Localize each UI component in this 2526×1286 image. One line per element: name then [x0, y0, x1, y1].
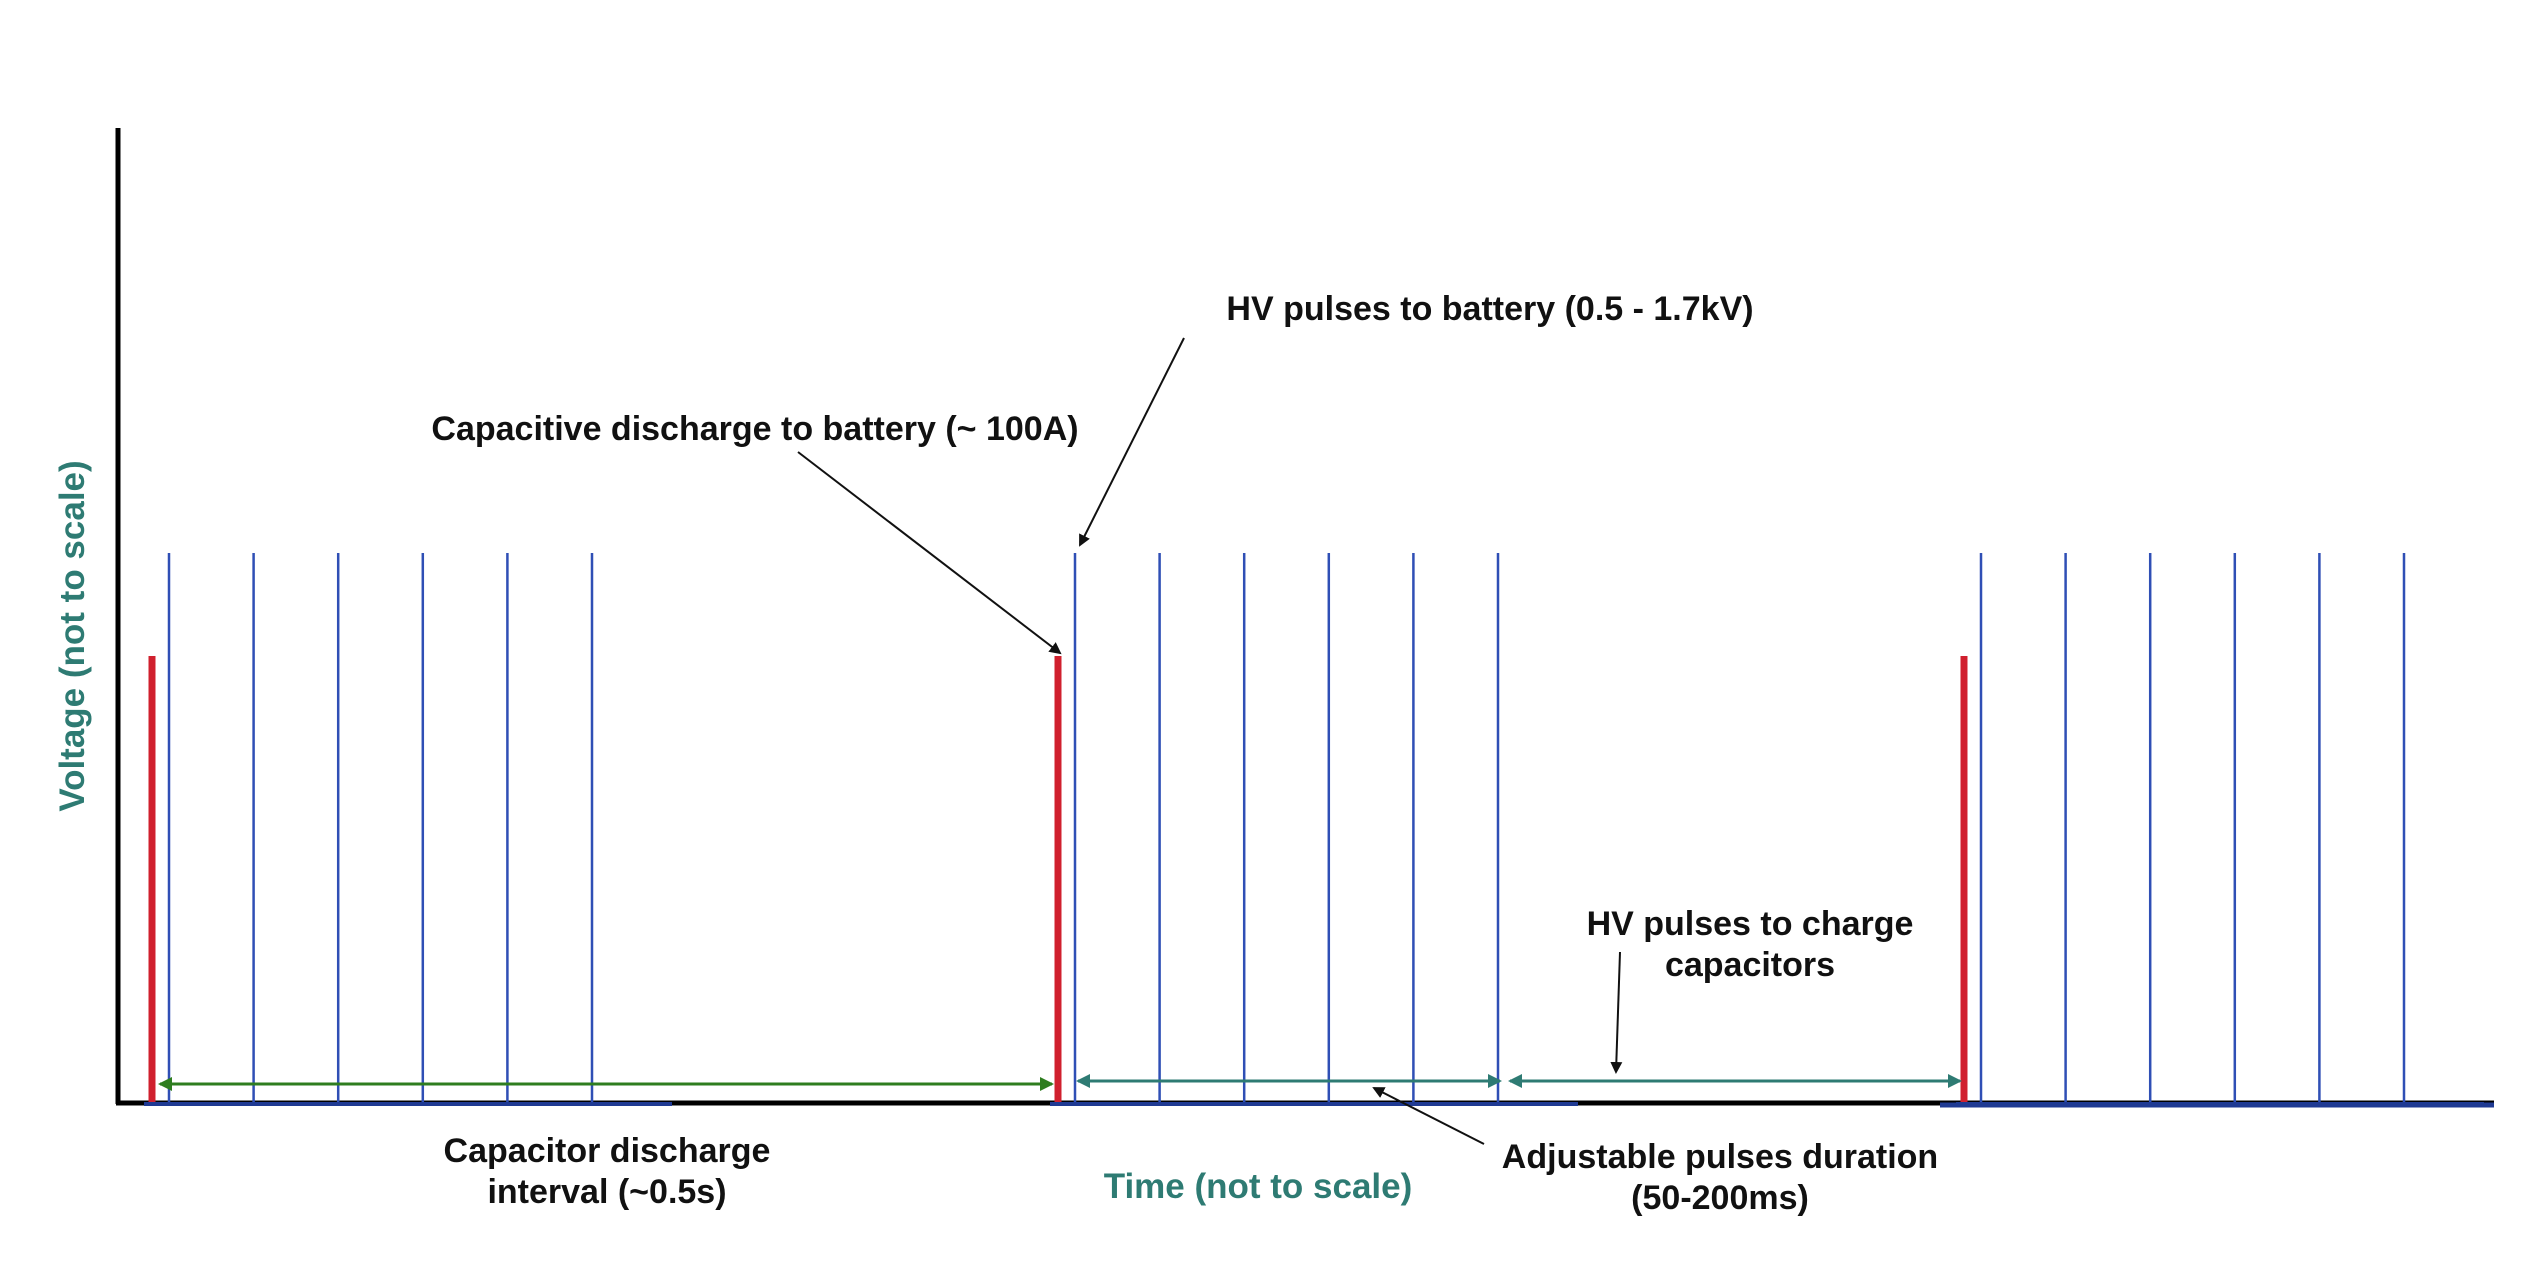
hv-battery-pointer	[1079, 337, 1185, 547]
adjustable-duration-label-line1: Adjustable pulses duration	[1502, 1138, 1938, 1176]
hv-battery-label: HV pulses to battery (0.5 - 1.7kV)	[1226, 290, 1753, 328]
pulse-group	[144, 553, 2484, 1106]
discharge-interval-label-line1: Capacitor discharge	[444, 1132, 771, 1170]
discharge-interval-label-line2: interval (~0.5s)	[487, 1173, 726, 1211]
adjustable-pointer	[1372, 1087, 1485, 1145]
x-axis-label: Time (not to scale)	[1104, 1167, 1413, 1206]
hv-charge-pointer	[1610, 951, 1623, 1074]
hv-charge-label-line2: capacitors	[1665, 946, 1835, 984]
capacitive-discharge-label: Capacitive discharge to battery (~ 100A)	[431, 410, 1078, 448]
adjustable-duration-label-line2: (50-200ms)	[1631, 1179, 1809, 1217]
hv-charge-label-line1: HV pulses to charge	[1587, 905, 1914, 943]
y-axis-label: Voltage (not to scale)	[53, 460, 92, 811]
discharge-pointer	[797, 451, 1062, 655]
